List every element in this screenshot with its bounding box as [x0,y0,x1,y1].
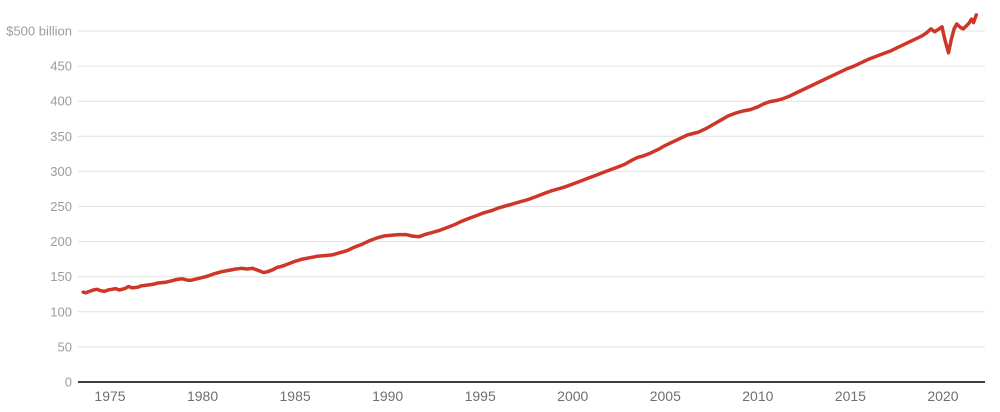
x-axis-labels: 1975 1980 1985 1990 1995 2000 2005 2010 2015 2020 [94,388,958,404]
x-tick-label: 1985 [280,388,311,404]
y-tick-label: 400 [50,94,72,109]
y-tick-label: $500 billion [6,24,72,39]
x-tick-label: 1995 [465,388,496,404]
y-tick-label: 300 [50,164,72,179]
y-tick-label: 100 [50,304,72,319]
x-tick-label: 2020 [927,388,958,404]
y-tick-label: 450 [50,59,72,74]
x-tick-label: 2000 [557,388,588,404]
data-series [81,13,979,295]
y-tick-label: 50 [58,339,72,354]
x-tick-label: 2015 [835,388,866,404]
y-tick-label: 250 [50,199,72,214]
y-tick-label: 0 [65,375,72,390]
gridlines [78,30,985,383]
x-tick-label: 1975 [94,388,125,404]
x-tick-label: 1980 [187,388,218,404]
y-axis-labels: $500 billion 450 400 350 300 250 200 150 100 50 0 [6,24,72,390]
y-tick-label: 200 [50,234,72,249]
y-tick-label: 150 [50,269,72,284]
y-tick-label: 350 [50,129,72,144]
x-tick-label: 1990 [372,388,403,404]
x-tick-label: 2005 [650,388,681,404]
data-line [81,13,979,295]
x-tick-label: 2010 [742,388,773,404]
